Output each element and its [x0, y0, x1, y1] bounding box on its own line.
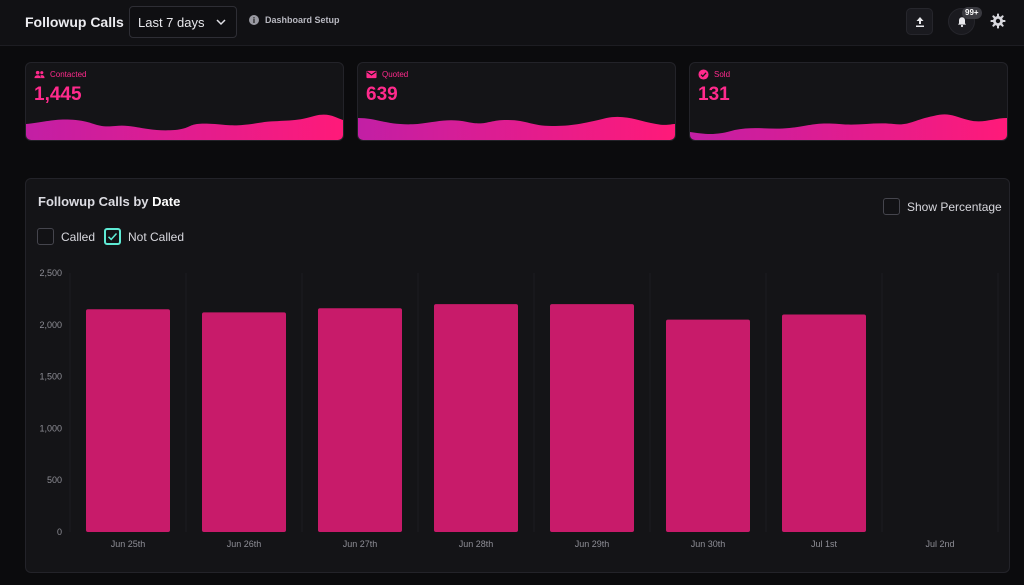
legend-called[interactable]: Called [37, 228, 95, 245]
bell-icon [957, 16, 966, 27]
page-title: Followup Calls [25, 14, 124, 30]
check-circle-icon [698, 69, 709, 80]
legend-called-label: Called [61, 229, 96, 244]
x-tick-label: Jun 29th [575, 539, 610, 549]
kpi-value: 639 [366, 84, 398, 105]
kpi-card-sold[interactable]: Sold 131 [689, 62, 1008, 141]
top-bar: Followup Calls Last 7 days i Dashboard S… [0, 0, 1024, 46]
y-tick-label: 2,500 [39, 268, 62, 278]
sparkline [26, 114, 343, 140]
chart-title: Followup Calls by Date [38, 194, 180, 209]
legend-not-called[interactable]: Not Called [104, 228, 184, 245]
upload-icon [915, 16, 924, 27]
people-icon [34, 70, 45, 79]
bar[interactable] [782, 314, 866, 532]
mail-icon [366, 70, 377, 79]
kpi-card-quoted[interactable]: Quoted 639 [357, 62, 676, 141]
bar[interactable] [318, 308, 402, 532]
bar[interactable] [434, 304, 518, 532]
x-tick-label: Jul 1st [811, 539, 838, 549]
check-icon [107, 232, 118, 241]
bar[interactable] [86, 309, 170, 532]
x-tick-label: Jun 26th [227, 539, 262, 549]
dashboard-setup-link[interactable]: i Dashboard Setup [249, 15, 340, 25]
kpi-header: Sold [698, 69, 730, 80]
not-called-checkbox[interactable] [104, 228, 121, 245]
date-range-value: Last 7 days [138, 14, 205, 30]
bar[interactable] [666, 319, 750, 532]
y-tick-label: 1,500 [39, 372, 62, 382]
kpi-value: 131 [698, 84, 730, 105]
y-tick-label: 500 [47, 475, 62, 485]
export-button[interactable] [906, 8, 933, 35]
x-tick-label: Jun 27th [343, 539, 378, 549]
show-percentage-toggle[interactable]: Show Percentage [883, 198, 1002, 215]
x-tick-label: Jun 25th [111, 539, 146, 549]
show-percentage-checkbox[interactable] [883, 198, 900, 215]
dashboard-setup-label: Dashboard Setup [265, 15, 340, 25]
sparkline [358, 116, 675, 140]
sparkline [690, 114, 1007, 140]
gear-icon[interactable] [990, 13, 1006, 29]
called-checkbox[interactable] [37, 228, 54, 245]
kpi-value: 1,445 [34, 84, 82, 105]
bar[interactable] [202, 312, 286, 532]
kpi-label: Contacted [50, 70, 87, 79]
info-icon: i [249, 15, 259, 25]
bar[interactable] [550, 304, 634, 532]
chart-title-bold: Date [152, 194, 181, 209]
x-tick-label: Jul 2nd [925, 539, 954, 549]
y-tick-label: 2,000 [39, 320, 62, 330]
date-range-select[interactable]: Last 7 days [129, 6, 237, 38]
kpi-header: Contacted [34, 69, 86, 80]
x-tick-label: Jun 30th [691, 539, 726, 549]
kpi-label: Quoted [382, 70, 409, 79]
legend-not-called-label: Not Called [128, 229, 185, 244]
y-tick-label: 1,000 [39, 423, 62, 433]
x-tick-label: Jun 28th [459, 539, 494, 549]
kpi-label: Sold [714, 70, 731, 79]
kpi-header: Quoted [366, 69, 408, 80]
chart-title-prefix: Followup Calls by [38, 194, 153, 209]
y-tick-label: 0 [57, 527, 62, 537]
kpi-card-contacted[interactable]: Contacted 1,445 [25, 62, 344, 141]
show-percentage-label: Show Percentage [907, 199, 1002, 214]
bar-chart: 0 500 1,000 1,500 2,000 2,500 Jun 25th Jun 26th… [39, 268, 999, 549]
followup-chart-panel: Followup Calls by Date Show Percentage C… [25, 178, 1010, 573]
notification-count-badge: 99+ [962, 7, 982, 19]
chevron-down-icon [216, 19, 226, 26]
